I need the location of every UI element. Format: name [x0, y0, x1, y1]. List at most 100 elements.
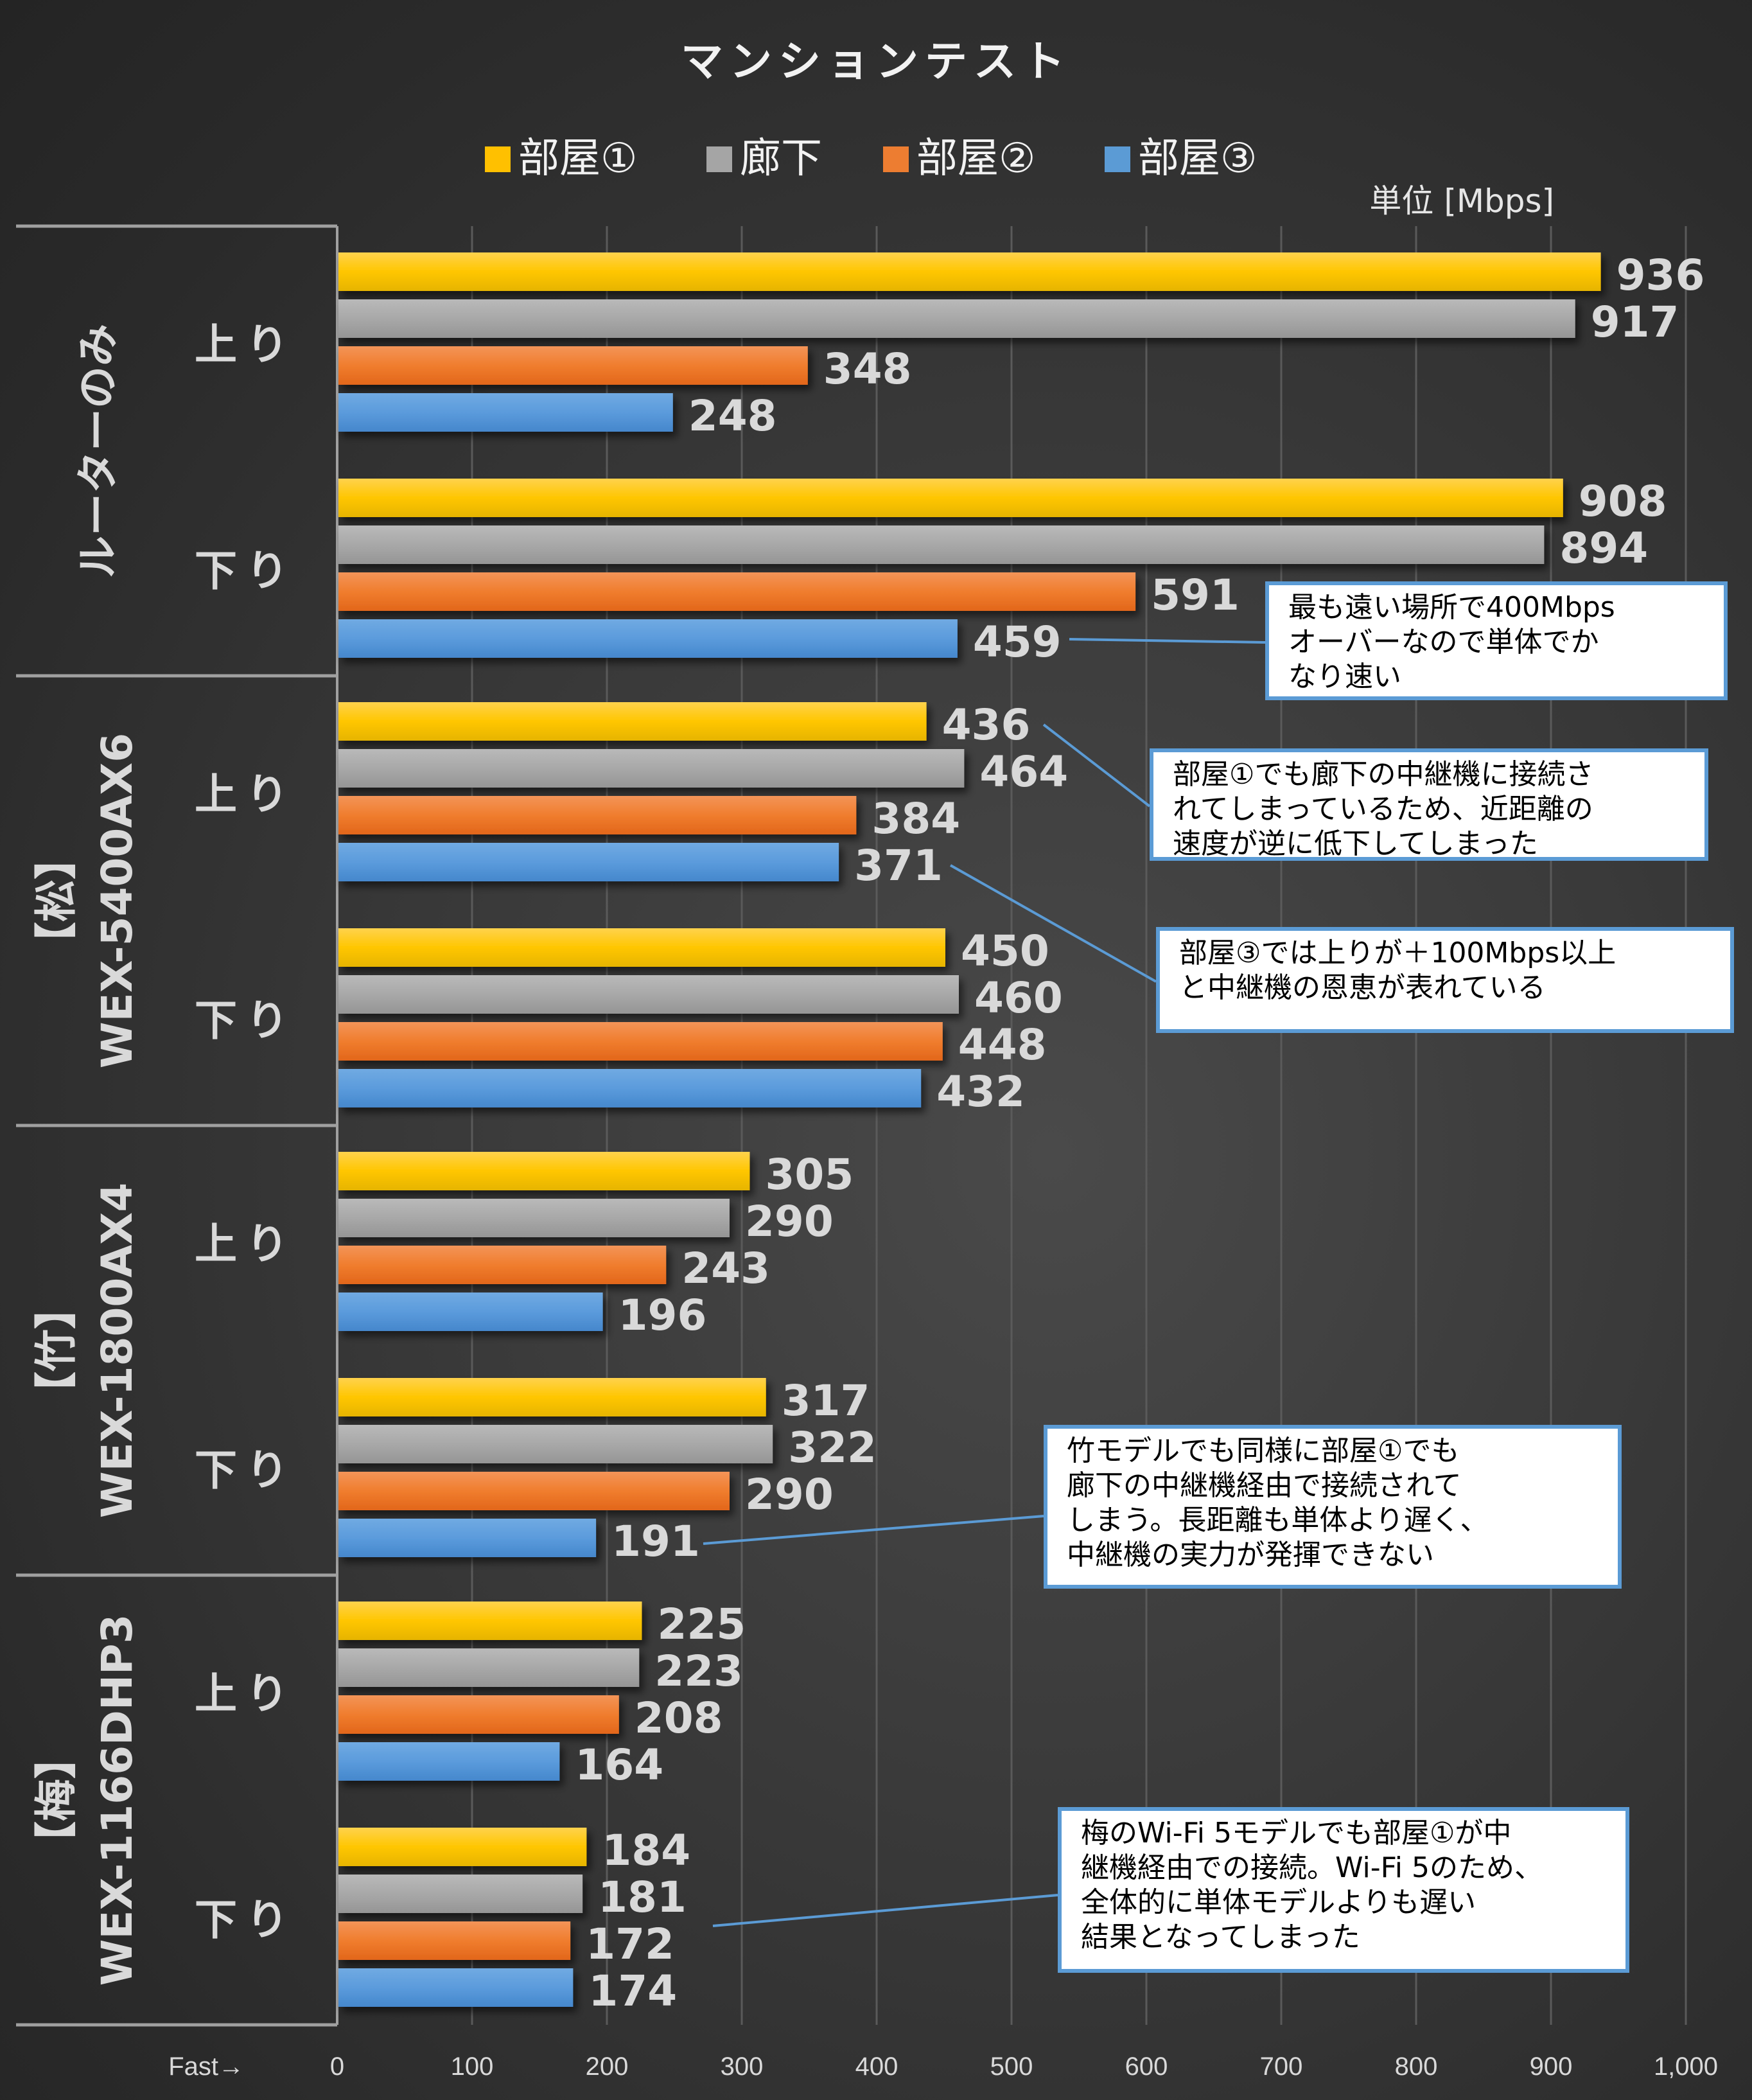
labels: 0 100 200 300 400 500 600 700 800 900 1,000ルーターのみ上…: [31, 251, 1718, 2081]
legend-swatch: [883, 146, 909, 172]
bar: [338, 1425, 773, 1463]
callout-connector: [703, 1515, 1044, 1545]
bar: [338, 1921, 571, 1960]
x-tick-label: 0: [330, 2052, 344, 2081]
annotation-box: 部屋③では上りが＋100Mbps以上 と中継機の恩恵が表れている: [1156, 927, 1734, 1033]
data-label: 459: [973, 617, 1062, 667]
annotation-box: 最も遠い場所で400Mbps オーバーなので単体でか なり速い: [1265, 581, 1728, 700]
bar: [338, 1601, 642, 1640]
data-label: 894: [1559, 524, 1648, 573]
x-tick-label: 600: [1125, 2052, 1168, 2081]
legend-label: 部屋①: [518, 135, 637, 182]
legend-swatch: [1105, 146, 1130, 172]
data-label: 436: [942, 700, 1031, 750]
cluster-label: 下り: [195, 996, 297, 1045]
annotation-box: 竹モデルでも同様に部屋①でも 廊下の中継機経由で接続されて しまう。長距離も単体…: [1044, 1425, 1622, 1589]
cluster-label: 上り: [195, 770, 297, 819]
bar: [338, 1022, 943, 1061]
data-label: 317: [782, 1376, 870, 1425]
bar: [338, 299, 1575, 338]
data-label: 432: [936, 1067, 1025, 1116]
data-label: 908: [1579, 477, 1667, 526]
legend-label: 部屋②: [916, 135, 1035, 182]
callout-connector: [950, 864, 1157, 983]
x-axis-label: Fast→: [168, 2052, 244, 2081]
data-label: 172: [586, 1919, 674, 1969]
annotation-box: 梅のWi-Fi 5モデルでも部屋①が中 継機経由での接続。Wi-Fi 5のため、…: [1058, 1807, 1629, 1973]
bar: [338, 252, 1601, 291]
bar: [338, 1069, 922, 1107]
data-label: 164: [575, 1740, 663, 1790]
cluster-label: 上り: [195, 1669, 297, 1718]
bar: [338, 1742, 560, 1781]
cluster-label: 下り: [195, 1895, 297, 1945]
bar: [338, 796, 857, 834]
bar: [338, 1519, 597, 1557]
data-label: 305: [766, 1150, 854, 1199]
data-label: 371: [854, 841, 943, 890]
bar: [338, 1246, 667, 1284]
data-label: 181: [598, 1873, 687, 1922]
bar: [338, 749, 965, 788]
data-label: 248: [688, 391, 777, 441]
x-tick-label: 300: [721, 2052, 764, 2081]
callout-lines: [703, 638, 1266, 1927]
data-label: 223: [654, 1646, 743, 1696]
callout-connector: [1042, 723, 1151, 807]
cluster-label: 上り: [195, 1219, 297, 1269]
bar: [338, 928, 945, 967]
data-label: 243: [681, 1244, 770, 1293]
group-label: 【松】 WEX-5400AX6: [31, 733, 142, 1068]
legend-label: 部屋③: [1138, 135, 1257, 182]
cluster-label: 上り: [195, 320, 297, 369]
bar: [338, 525, 1545, 564]
bars: [338, 252, 1601, 2007]
cluster-label: 下り: [195, 1445, 297, 1495]
legend-swatch: [485, 146, 511, 172]
callout-connector: [712, 1894, 1058, 1927]
bar: [338, 346, 808, 385]
category-frame: [16, 224, 338, 2027]
bar: [338, 975, 959, 1014]
legend-label: 廊下: [740, 135, 822, 182]
unit-label: 単位 [Mbps]: [1369, 182, 1554, 220]
group-label: 【梅】 WEX-1166DHP3: [31, 1614, 142, 1986]
data-label: 448: [958, 1020, 1047, 1070]
data-label: 384: [872, 794, 960, 843]
annotation-box: 部屋①でも廊下の中継機に接続さ れてしまっているため、近距離の 速度が逆に低下し…: [1150, 748, 1708, 861]
data-label: 450: [961, 926, 1049, 976]
bar: [338, 1828, 587, 1866]
bar: [338, 1648, 640, 1687]
x-tick-label: 400: [855, 2052, 898, 2081]
bar: [338, 702, 927, 741]
x-tick-label: 800: [1395, 2052, 1438, 2081]
x-tick-label: 100: [451, 2052, 494, 2081]
x-tick-label: 700: [1260, 2052, 1303, 2081]
bar: [338, 843, 839, 881]
data-label: 917: [1591, 297, 1679, 347]
legend-swatch: [706, 146, 732, 172]
data-label: 174: [588, 1966, 677, 2016]
bar: [338, 1875, 583, 1913]
bar: [338, 1695, 619, 1734]
data-label: 322: [788, 1423, 877, 1472]
x-tick-label: 900: [1530, 2052, 1573, 2081]
legend: 部屋① 廊下 部屋② 部屋③: [485, 135, 1257, 182]
data-label: 191: [611, 1517, 700, 1566]
callout-connector: [1069, 638, 1266, 644]
bar: [338, 1152, 750, 1190]
group-label: 【竹】 WEX-1800AX4: [31, 1183, 142, 1518]
data-label: 196: [618, 1291, 707, 1340]
bar: [338, 1378, 766, 1416]
data-label: 290: [745, 1197, 834, 1246]
data-label: 184: [602, 1826, 690, 1875]
bar: [338, 1968, 574, 2007]
bar: [338, 479, 1563, 517]
data-label: 460: [974, 973, 1063, 1023]
bar: [338, 1472, 730, 1510]
data-label: 225: [658, 1600, 746, 1649]
data-label: 591: [1151, 570, 1240, 620]
x-tick-label: 200: [586, 2052, 629, 2081]
cluster-label: 下り: [195, 546, 297, 596]
